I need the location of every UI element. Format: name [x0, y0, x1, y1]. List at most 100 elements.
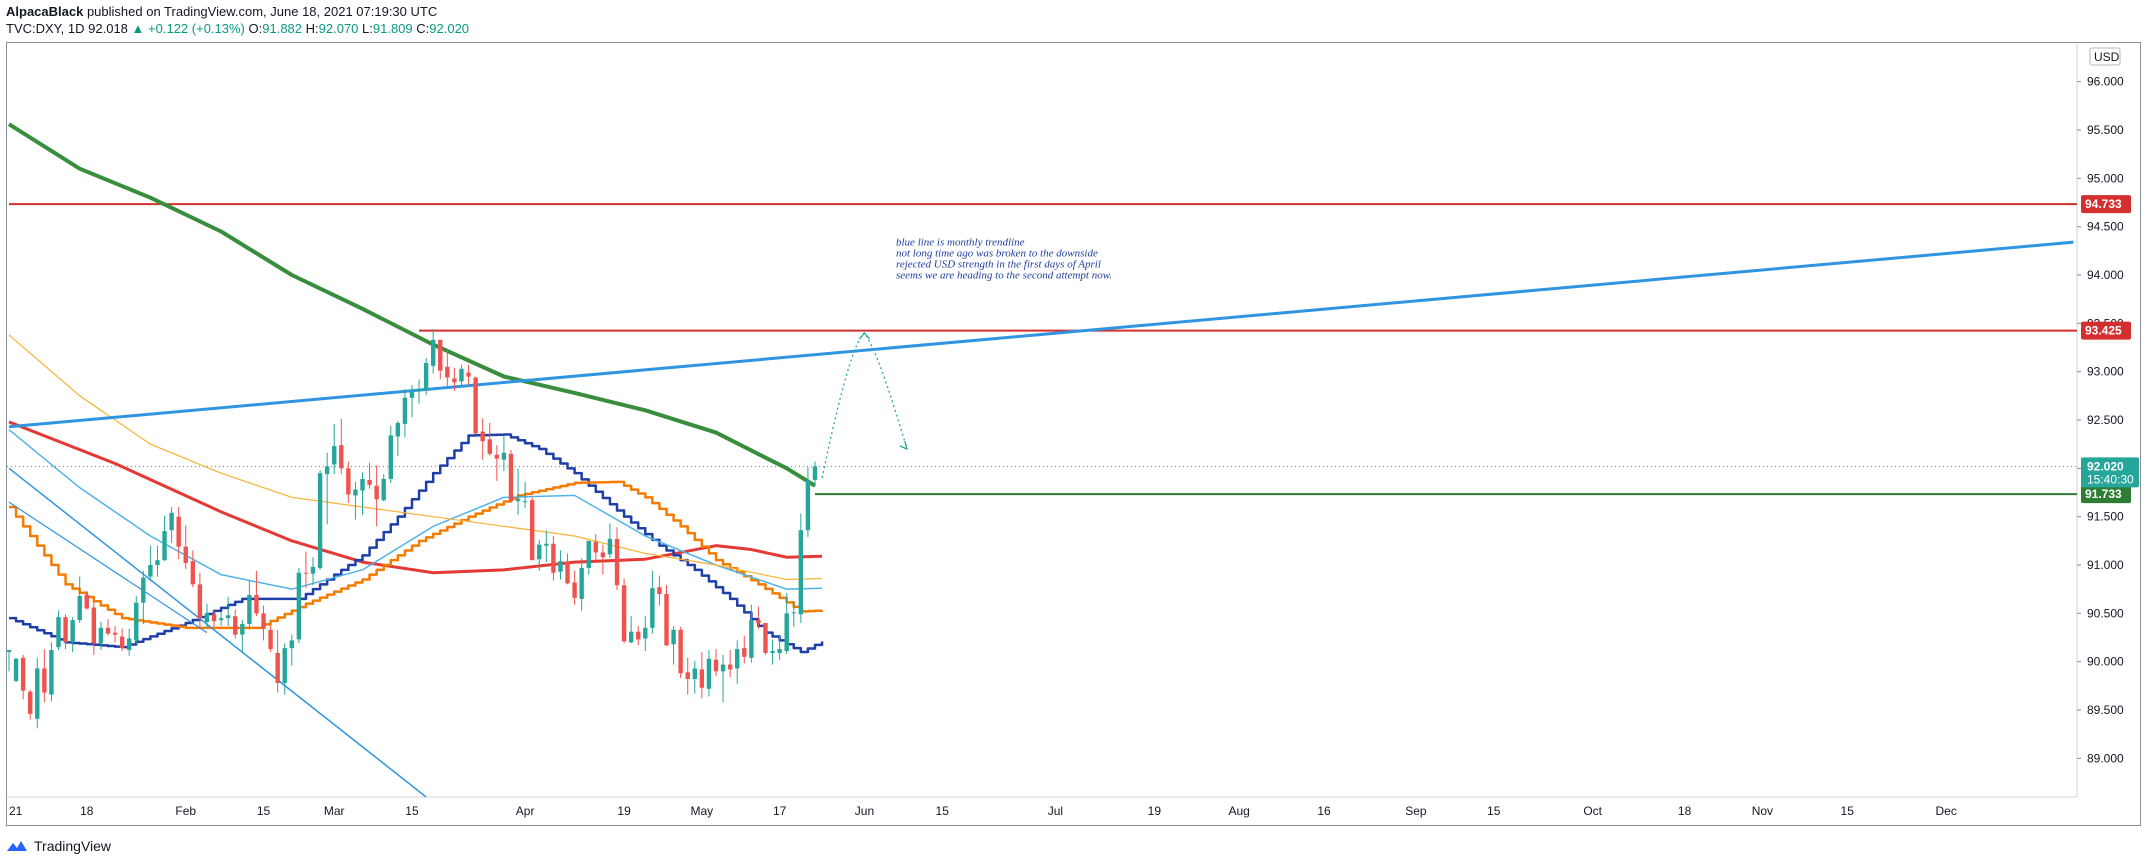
candle-body	[155, 560, 160, 565]
candle	[770, 639, 775, 665]
candle-body	[812, 466, 818, 480]
candle	[218, 611, 224, 626]
trendline	[8, 501, 208, 634]
candle-body	[805, 479, 811, 531]
moving-average-line	[8, 334, 823, 581]
candle-body	[416, 389, 422, 391]
projection-arrowhead-icon	[899, 440, 908, 451]
candle-body	[763, 623, 768, 653]
candle	[409, 385, 415, 418]
candle	[487, 422, 492, 456]
candle	[678, 626, 683, 679]
price-tick-label: 90.500	[2087, 606, 2124, 620]
author-name[interactable]: AlpacaBlack	[6, 4, 84, 19]
brand-name[interactable]: TradingView	[34, 838, 112, 854]
candle	[459, 364, 464, 386]
candle	[466, 364, 471, 386]
candle-body	[204, 613, 210, 623]
chart-frame[interactable]: blue line is monthly trendline not long t…	[6, 42, 2141, 826]
candle-body	[35, 668, 40, 719]
candle	[324, 452, 330, 525]
candle-body	[233, 616, 238, 635]
candle	[56, 610, 61, 651]
candle	[70, 617, 75, 652]
candle	[706, 650, 712, 697]
candle	[572, 570, 577, 605]
trendline	[8, 240, 2074, 429]
candle	[28, 689, 33, 720]
level-tag	[2081, 485, 2131, 504]
candle	[416, 379, 422, 404]
candle-body	[63, 617, 68, 643]
candle-body	[537, 544, 542, 560]
candle-body	[84, 594, 89, 609]
projection-path	[821, 332, 908, 479]
grid	[7, 43, 2078, 798]
candle	[367, 462, 372, 489]
candle-body	[169, 512, 174, 531]
candle	[183, 525, 188, 569]
candle	[544, 530, 549, 563]
tradingview-logo-icon[interactable]	[6, 839, 28, 853]
price-tick-label: 95.000	[2087, 171, 2124, 185]
symbol-legend: TVC:DXY, 1D 92.018 ▲ +0.122 (+0.13%) O:9…	[6, 21, 469, 36]
candle-body	[565, 562, 570, 584]
candle-body	[600, 552, 606, 558]
candle-body	[225, 615, 231, 619]
footer: TradingView	[6, 836, 111, 856]
candle	[388, 425, 393, 483]
candle	[593, 534, 599, 562]
candle-body	[784, 613, 789, 652]
candle	[42, 649, 47, 703]
annotation-line: seems we are heading to the second attem…	[896, 270, 1112, 282]
time-tick-label: 18	[80, 804, 94, 818]
moving-average-line	[8, 420, 823, 575]
last-price-label: 92.020	[2087, 459, 2124, 473]
candle	[522, 481, 528, 508]
moving-average-line	[9, 433, 824, 654]
candle-body	[303, 572, 309, 574]
publish-info: AlpacaBlack published on TradingView.com…	[6, 4, 437, 19]
candle	[282, 643, 287, 695]
candle-body	[727, 664, 733, 670]
price-tick-label: 94.000	[2087, 268, 2124, 282]
projection	[821, 331, 908, 479]
candle-body	[636, 631, 641, 640]
publish-date: published on TradingView.com, June 18, 2…	[86, 4, 438, 19]
time-tick-label: Sep	[1405, 804, 1427, 818]
price-tick-label: 89.500	[2087, 703, 2124, 717]
candle	[211, 610, 217, 627]
candle	[494, 445, 500, 481]
candle-body	[183, 546, 188, 564]
candle	[756, 606, 761, 629]
candle	[805, 467, 811, 537]
candle-body	[268, 629, 273, 650]
time-tick-label: 16	[1317, 804, 1331, 818]
candle-body	[431, 339, 436, 366]
candle	[515, 468, 521, 515]
candle	[162, 515, 167, 562]
candle	[777, 634, 782, 660]
time-tick-label: 15	[1487, 804, 1501, 818]
symbol-name[interactable]: TVC:DXY, 1D	[6, 21, 85, 36]
candle	[254, 570, 259, 617]
candle-body	[593, 541, 599, 553]
price-tick-label: 92.500	[2087, 413, 2124, 427]
candle	[565, 553, 570, 585]
projection-peak-icon	[858, 331, 870, 340]
candle	[169, 507, 174, 543]
level-tag	[2081, 195, 2131, 214]
candle-body	[197, 584, 203, 619]
candle	[671, 625, 676, 665]
candle	[268, 624, 273, 652]
candle-body	[473, 377, 478, 434]
candle-body	[218, 618, 224, 621]
candle	[148, 545, 153, 582]
price-tick-label: 91.000	[2087, 558, 2124, 572]
candle-body	[381, 478, 386, 501]
candle-body	[749, 620, 754, 658]
price-tick-label: 95.500	[2087, 123, 2124, 137]
candle-body	[522, 501, 528, 503]
candle	[35, 657, 40, 729]
